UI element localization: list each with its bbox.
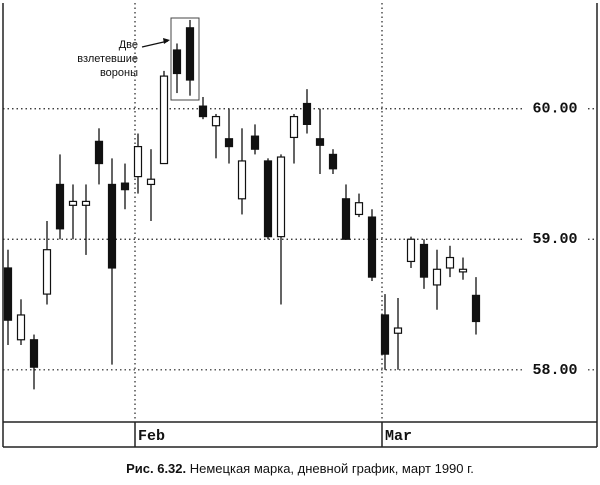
candle-body — [120, 182, 130, 191]
candle-body — [328, 153, 338, 170]
candle-body — [302, 102, 312, 125]
candle-body — [471, 294, 481, 323]
candle-body — [458, 268, 468, 273]
annotation: вороны — [100, 67, 138, 79]
candle-body — [211, 115, 221, 127]
tick-label-bg — [522, 360, 588, 379]
x-tick-label: Feb — [138, 428, 165, 445]
candle-body — [68, 200, 78, 206]
y-tick-label: 58.00 — [532, 362, 577, 379]
caption-label: Рис. 6.32. — [126, 461, 186, 476]
candle-body — [185, 27, 195, 81]
candle-body — [81, 200, 91, 206]
candle-body — [55, 183, 65, 230]
candle-body — [146, 178, 156, 186]
candle-body — [315, 138, 325, 146]
candle-body — [367, 216, 377, 278]
arrow-head — [163, 38, 170, 44]
candle-body — [224, 138, 234, 148]
caption: Рис. 6.32. Немецкая марка, дневной графи… — [126, 461, 474, 476]
candle-body — [172, 49, 182, 75]
candle-body — [432, 268, 442, 286]
candle-body — [3, 267, 13, 321]
candle-body — [341, 198, 351, 240]
candle-body — [393, 327, 403, 334]
candle-body — [354, 202, 364, 216]
candle-body — [29, 339, 39, 368]
tick-label-bg — [522, 230, 588, 249]
candle-body — [198, 105, 208, 118]
candle-body — [263, 160, 273, 238]
candle-body — [289, 115, 299, 139]
candle-body — [445, 256, 455, 269]
candle-body — [276, 156, 286, 238]
y-tick-label: 59.00 — [532, 231, 577, 248]
annotation: Две — [119, 39, 138, 51]
tick-label-bg — [522, 99, 588, 118]
candle-body — [419, 243, 429, 278]
candle-body — [250, 135, 260, 150]
annotation: взлетевшие — [77, 53, 138, 65]
y-tick-label: 60.00 — [532, 101, 577, 118]
annotation-box — [170, 17, 200, 101]
caption-text: Немецкая марка, дневной график, март 199… — [190, 461, 474, 476]
candle-body — [380, 314, 390, 355]
x-tick-label: Mar — [385, 428, 412, 445]
candle-body — [237, 160, 247, 200]
candle-body — [406, 238, 416, 263]
candle-body — [42, 249, 52, 295]
candle-body — [94, 140, 104, 165]
candle-body — [159, 75, 169, 165]
candle-body — [16, 314, 26, 341]
candle-body — [107, 183, 117, 269]
candle-body — [133, 145, 143, 178]
